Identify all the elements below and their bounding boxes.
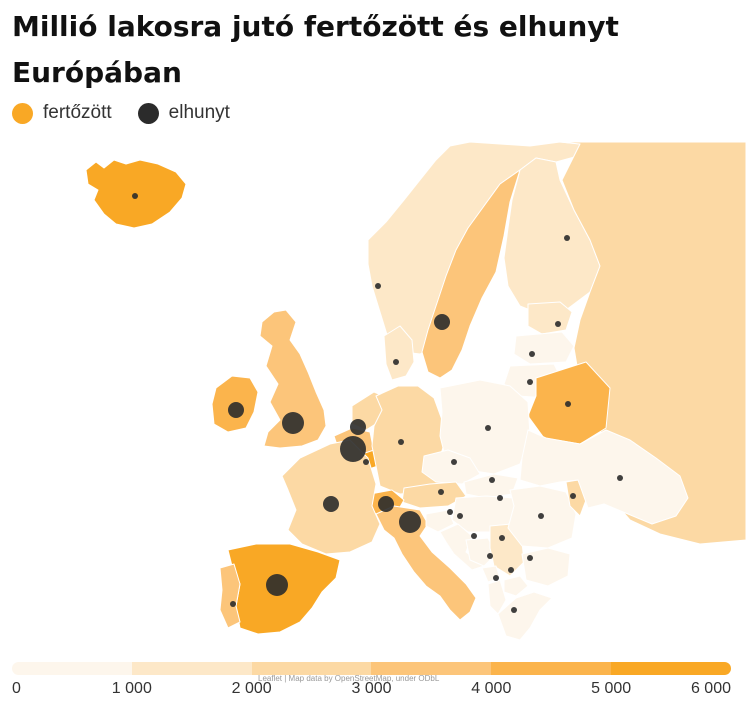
country-finland[interactable] xyxy=(503,157,601,315)
color-scale-segment xyxy=(491,662,612,675)
color-scale-segment xyxy=(371,662,492,675)
death-marker-finland[interactable] xyxy=(564,235,570,241)
legend-infected-swatch xyxy=(12,102,33,124)
death-marker-greece[interactable] xyxy=(511,607,517,613)
country-north-macedonia[interactable] xyxy=(503,575,529,597)
color-scale-tick: 1 000 xyxy=(111,680,152,697)
country-united-kingdom[interactable] xyxy=(259,309,327,449)
legend-deaths: elhunyt xyxy=(137,102,230,124)
country-portugal[interactable] xyxy=(219,563,241,629)
death-marker-sweden[interactable] xyxy=(434,314,450,330)
death-marker-switzerland[interactable] xyxy=(378,496,394,512)
country-bosnia-and-herzegovina[interactable] xyxy=(465,537,497,567)
death-marker-united-kingdom[interactable] xyxy=(282,412,304,434)
country-czechia[interactable] xyxy=(421,449,481,485)
death-marker-poland[interactable] xyxy=(485,425,491,431)
color-scale xyxy=(12,662,731,675)
death-marker-germany[interactable] xyxy=(398,439,404,445)
color-scale-segment xyxy=(611,662,731,675)
death-marker-belgium[interactable] xyxy=(340,436,366,462)
death-marker-latvia[interactable] xyxy=(529,351,535,357)
country-latvia[interactable] xyxy=(513,331,575,365)
death-marker-slovenia[interactable] xyxy=(447,509,453,515)
death-marker-portugal[interactable] xyxy=(230,601,236,607)
death-marker-serbia[interactable] xyxy=(499,535,505,541)
country-slovenia[interactable] xyxy=(425,509,455,533)
death-marker-iceland[interactable] xyxy=(132,193,138,199)
death-marker-norway[interactable] xyxy=(375,283,381,289)
death-marker-austria[interactable] xyxy=(438,489,444,495)
death-marker-denmark[interactable] xyxy=(393,359,399,365)
legend-infected-label: fertőzött xyxy=(43,102,112,123)
color-scale-segment xyxy=(251,662,372,675)
country-albania[interactable] xyxy=(487,579,507,615)
death-marker-ukraine[interactable] xyxy=(617,475,623,481)
color-scale-tick: 3 000 xyxy=(351,680,392,697)
color-scale-tick: 0 xyxy=(12,680,21,697)
map-attribution[interactable]: Leaflet | Map data by OpenStreetMap, und… xyxy=(258,674,440,683)
color-scale-tick: 6 000 xyxy=(690,680,731,697)
legend: fertőzött elhunyt xyxy=(12,100,256,126)
death-marker-albania[interactable] xyxy=(493,575,499,581)
country-ukraine[interactable] xyxy=(519,429,689,525)
death-marker-hungary[interactable] xyxy=(497,495,503,501)
death-marker-italy[interactable] xyxy=(399,511,421,533)
death-marker-bosnia-and-herzegovina[interactable] xyxy=(471,533,477,539)
legend-infected: fertőzött xyxy=(12,102,112,124)
country-bulgaria[interactable] xyxy=(521,547,571,587)
death-marker-france[interactable] xyxy=(323,496,339,512)
legend-deaths-label: elhunyt xyxy=(168,102,230,123)
death-marker-bulgaria[interactable] xyxy=(527,555,533,561)
europe-map[interactable] xyxy=(0,140,746,660)
death-marker-croatia[interactable] xyxy=(457,513,463,519)
death-marker-montenegro[interactable] xyxy=(487,553,493,559)
death-marker-ireland[interactable] xyxy=(228,402,244,418)
death-marker-north-macedonia[interactable] xyxy=(508,567,514,573)
legend-deaths-swatch xyxy=(137,102,159,124)
country-estonia[interactable] xyxy=(527,301,573,335)
color-scale-segment xyxy=(12,662,132,675)
death-marker-netherlands[interactable] xyxy=(350,419,366,435)
death-marker-lithuania[interactable] xyxy=(527,379,533,385)
map-title: Millió lakosra jutó fertőzött és elhunyt… xyxy=(12,10,619,89)
death-marker-belarus[interactable] xyxy=(565,401,571,407)
death-marker-czechia[interactable] xyxy=(451,459,457,465)
color-scale-segment xyxy=(131,662,252,675)
color-scale-tick: 2 000 xyxy=(231,680,272,697)
country-greece[interactable] xyxy=(497,591,553,641)
death-marker-spain[interactable] xyxy=(266,574,288,596)
map-area[interactable] xyxy=(0,140,746,660)
color-scale-tick: 4 000 xyxy=(471,680,512,697)
country-poland[interactable] xyxy=(439,379,531,475)
death-marker-romania[interactable] xyxy=(538,513,544,519)
death-marker-luxembourg[interactable] xyxy=(363,459,369,465)
death-marker-moldova[interactable] xyxy=(570,493,576,499)
country-denmark[interactable] xyxy=(383,325,415,381)
death-marker-estonia[interactable] xyxy=(555,321,561,327)
color-scale-tick: 5 000 xyxy=(591,680,632,697)
color-scale-ticks: 0 1 000 2 000 3 000 4 000 5 000 6 000 xyxy=(0,680,746,702)
death-marker-slovakia[interactable] xyxy=(489,477,495,483)
